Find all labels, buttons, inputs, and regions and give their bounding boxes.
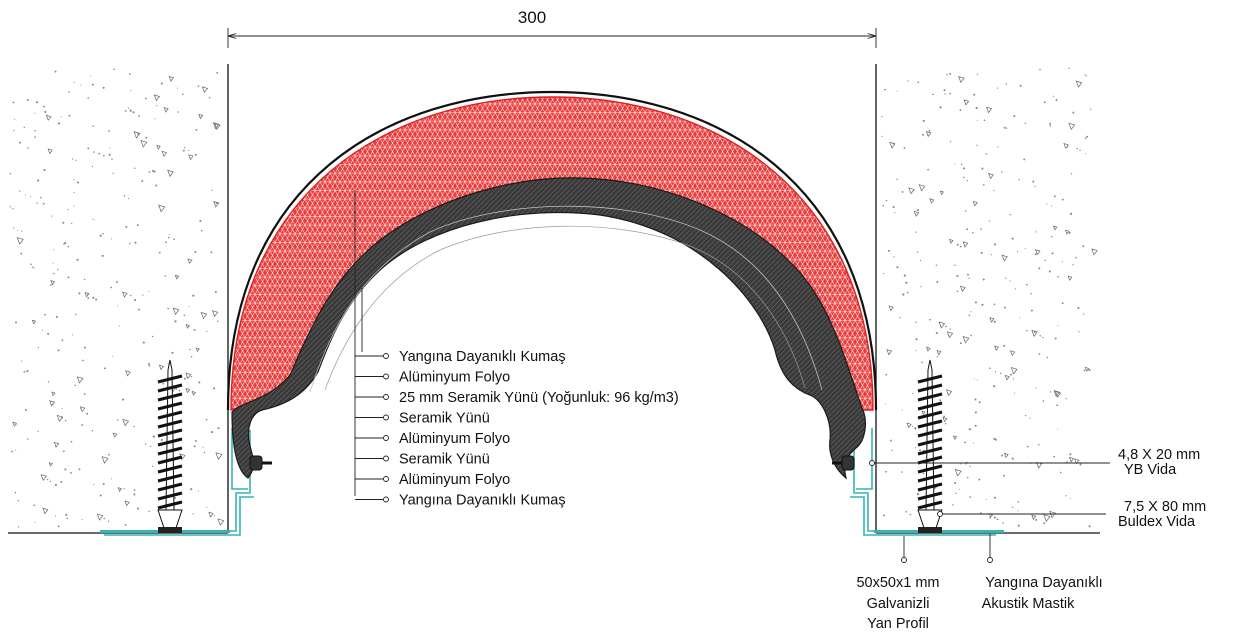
yb-screw-type-label: YB Vida [1124,462,1177,478]
right-buldex-screw [917,359,943,533]
mastic-property-label: Yangına Dayanıklı [985,575,1102,591]
outer-fire-resistant-fabric [226,90,878,411]
fire-resistant-arch-seal [226,90,878,480]
left-concrete-wall [8,64,229,534]
yb-screw-size-label: 4,8 X 20 mm [1118,447,1200,463]
layer-label: Alüminyum Folyo [399,370,510,386]
layer-label: Seramik Yünü [399,452,490,468]
layer-legend: Yangına Dayanıklı Kumaş Alüminyum Folyo 25… [354,190,679,509]
buldex-screw-type-label: Buldex Vida [1118,514,1196,530]
layer-row: Yangına Dayanıklı Kumaş [355,349,566,365]
layer-row: Yangına Dayanıklı Kumaş [355,493,566,509]
left-buldex-screw [157,359,183,533]
layer-label: Seramik Yünü [399,411,490,427]
side-profile-type-label: Yan Profil [867,616,929,632]
right-concrete-speckle [881,67,1098,528]
left-buldex-screw-thread [157,374,183,510]
yb-screw-callout: 4,8 X 20 mm YB Vida [869,447,1200,478]
buldex-screw-size-label: 7,5 X 80 mm [1124,499,1206,515]
layer-label: 25 mm Seramik Yünü (Yoğunluk: 96 kg/m3) [399,390,679,406]
layer-row: Alüminyum Folyo [355,472,510,488]
mastic-type-label: Akustik Mastik [982,596,1075,612]
layer-label: Alüminyum Folyo [399,431,510,447]
layer-label: Yangına Dayanıklı Kumaş [399,349,566,365]
right-yb-screw [832,455,855,471]
left-concrete-speckle [9,68,225,528]
layer-row: Alüminyum Folyo [355,431,510,447]
layer-row: Seramik Yünü [355,411,490,427]
layer-label: Alüminyum Folyo [399,472,510,488]
side-profile-material-label: Galvanizli [867,596,930,612]
width-dimension: 300 [227,8,877,48]
layer-label: Yangına Dayanıklı Kumaş [399,493,566,509]
layer-row: 25 mm Seramik Yünü (Yoğunluk: 96 kg/m3) [355,390,679,406]
side-profile-callout: 50x50x1 mm Galvanizli Yan Profil [856,536,940,632]
ceramic-wool-dark-layer [231,177,866,480]
right-buldex-screw-thread [917,374,943,510]
layer-row: Alüminyum Folyo [355,370,510,386]
layer-row: Seramik Yünü [355,452,490,468]
side-profile-size-label: 50x50x1 mm [856,575,939,591]
left-yb-screw [249,455,272,471]
mastic-callout: Yangına Dayanıklı Akustik Mastik [982,534,1103,612]
width-dimension-value: 300 [518,8,546,27]
buldex-screw-callout: 7,5 X 80 mm Buldex Vida [937,499,1206,530]
